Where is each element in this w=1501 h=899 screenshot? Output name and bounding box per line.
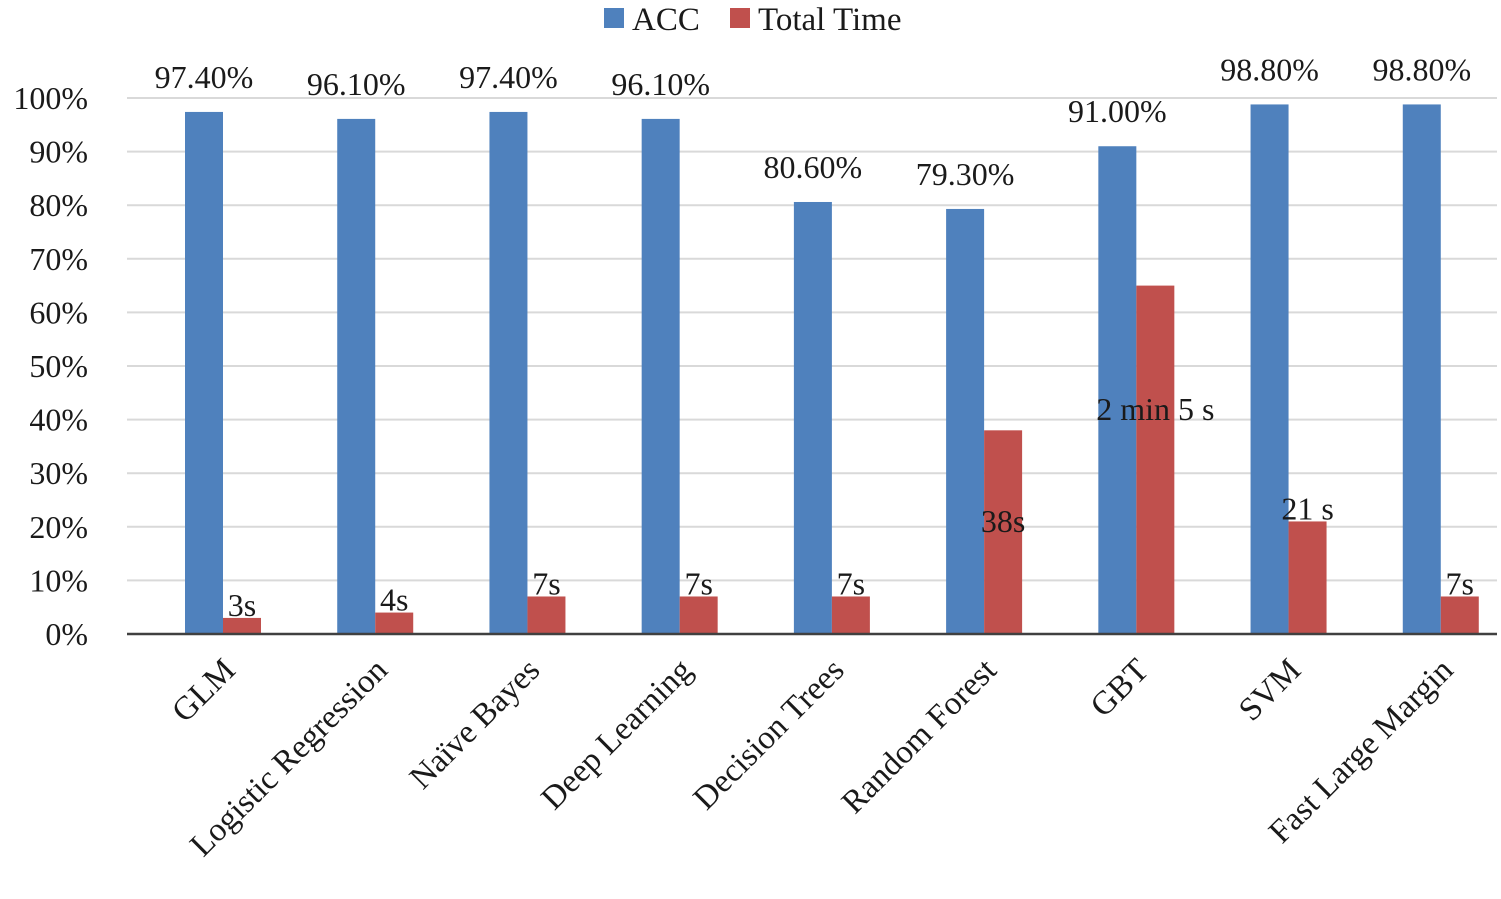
- bar-total-time: [1136, 285, 1175, 634]
- bar-total-time: [1288, 521, 1327, 634]
- x-category-label: Deep Learning: [535, 652, 700, 817]
- data-label-total-time: 21 s: [1281, 490, 1333, 526]
- bar-total-time: [375, 612, 414, 634]
- data-label-acc: 98.80%: [1220, 51, 1319, 87]
- y-tick-label: 0%: [45, 616, 88, 652]
- bar-total-time: [679, 596, 718, 634]
- legend-swatch: [604, 8, 624, 28]
- x-category-label: GBT: [1084, 652, 1156, 724]
- data-label-total-time: 3s: [228, 587, 256, 623]
- data-label-total-time: 4s: [380, 582, 408, 618]
- bar-total-time: [984, 430, 1023, 634]
- bar-acc: [185, 111, 223, 635]
- legend-label: Total Time: [758, 2, 901, 38]
- data-label-total-time: 7s: [837, 565, 865, 601]
- data-label-total-time: 38s: [981, 503, 1025, 539]
- legend: ACC Total Time: [604, 2, 901, 38]
- x-category-label: GLM: [165, 652, 242, 729]
- y-tick-label: 40%: [29, 402, 88, 438]
- y-tick-label: 20%: [29, 509, 88, 545]
- legend-label: ACC: [632, 2, 700, 38]
- y-axis-ticks: 0% 10% 20% 30% 40% 50% 60% 70% 80% 90% 100%: [13, 80, 88, 652]
- data-label-acc: 97.40%: [459, 59, 558, 95]
- bar-acc: [946, 208, 985, 634]
- bar-acc: [489, 111, 528, 635]
- y-tick-label: 30%: [29, 455, 88, 491]
- y-tick-label: 90%: [29, 134, 88, 170]
- x-category-label: Naïve Bayes: [403, 652, 547, 796]
- x-category-label: SVM: [1232, 652, 1308, 728]
- bar-total-time: [527, 596, 566, 634]
- data-label-acc: 80.60%: [764, 149, 863, 185]
- bar-acc: [1402, 104, 1441, 634]
- data-label-total-time: 2 min 5 s: [1096, 391, 1214, 427]
- bar-acc: [1098, 146, 1137, 635]
- y-tick-label: 10%: [29, 562, 88, 598]
- bar-acc: [793, 201, 832, 634]
- data-label-total-time: 7s: [532, 565, 560, 601]
- data-label-acc: 98.80%: [1372, 51, 1471, 87]
- bars: [185, 104, 1479, 635]
- x-category-label: Decision Trees: [687, 652, 852, 817]
- data-label-acc: 97.40%: [155, 59, 254, 95]
- y-tick-label: 100%: [13, 80, 88, 116]
- bar-total-time: [831, 596, 870, 634]
- data-label-acc: 79.30%: [916, 156, 1015, 192]
- bar-acc: [641, 118, 680, 635]
- data-label-acc: 91.00%: [1068, 93, 1167, 129]
- bar-acc: [337, 118, 376, 635]
- bar-acc: [1250, 104, 1289, 634]
- legend-swatch: [730, 8, 750, 28]
- data-label-total-time: 7s: [1446, 565, 1474, 601]
- data-labels: 97.40% 3s 96.10% 4s 97.40% 7s 96.10% 7s 80.60% 7s…: [155, 51, 1474, 622]
- y-tick-label: 60%: [29, 294, 88, 330]
- y-tick-label: 50%: [29, 348, 88, 384]
- data-label-total-time: 7s: [684, 565, 712, 601]
- y-tick-label: 70%: [29, 241, 88, 277]
- data-label-acc: 96.10%: [307, 66, 406, 102]
- bar-total-time: [1440, 596, 1479, 634]
- x-category-label: Random Forest: [835, 652, 1004, 821]
- y-tick-label: 80%: [29, 187, 88, 223]
- bar-total-time: [223, 617, 261, 634]
- data-label-acc: 96.10%: [611, 66, 710, 102]
